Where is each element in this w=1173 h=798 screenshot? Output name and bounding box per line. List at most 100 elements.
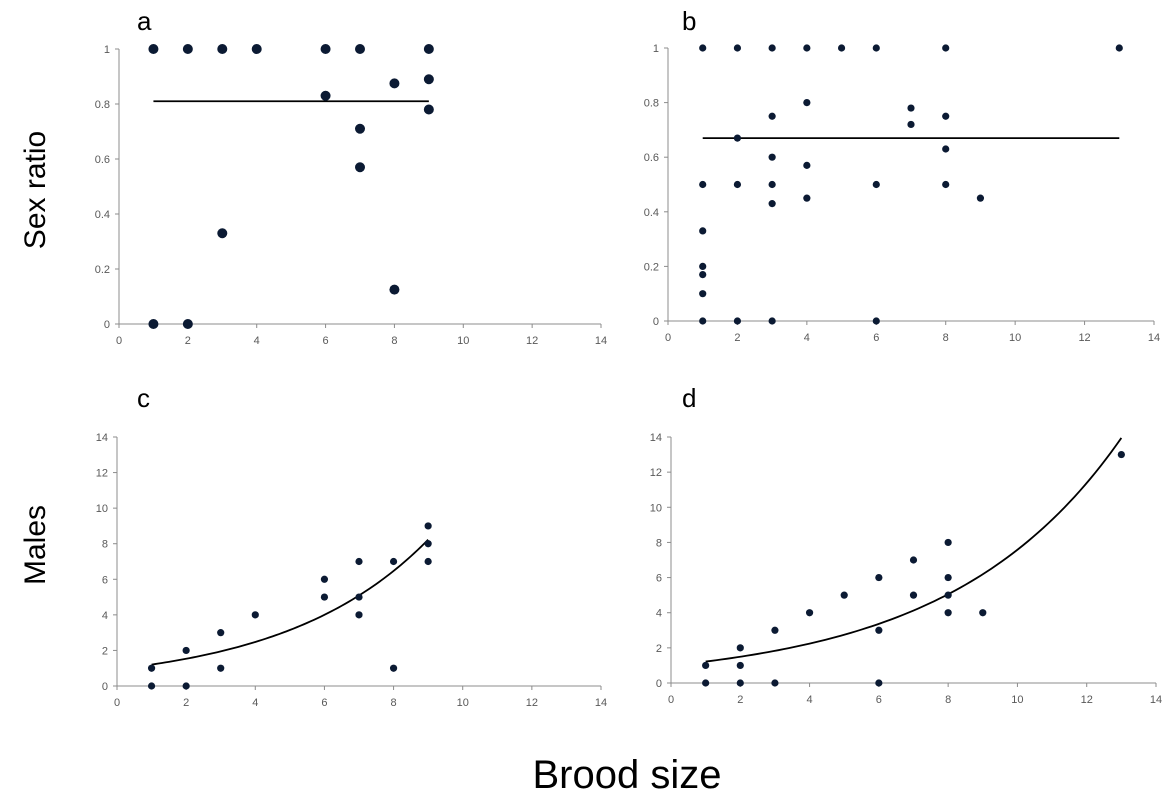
data-point-b-31 <box>768 317 776 325</box>
data-point-d-14 <box>944 538 952 547</box>
data-point-a-14 <box>389 284 400 295</box>
data-point-d-7 <box>805 609 814 617</box>
x-tick-label-a-3: 6 <box>323 335 329 347</box>
y-tick-label-b-3: 0.6 <box>644 152 659 164</box>
y-tick-label-c-4: 8 <box>102 539 108 551</box>
x-axis-label-brood-size: Brood size <box>533 753 722 797</box>
data-point-d-19 <box>1117 450 1125 459</box>
x-tick-label-d-7: 14 <box>1150 694 1162 706</box>
data-point-b-19 <box>768 180 776 189</box>
data-point-c-2 <box>182 646 190 655</box>
x-tick-label-c-7: 14 <box>595 697 607 709</box>
data-point-a-16 <box>423 104 434 115</box>
panel-b: 0 2 4 6 8 10 12 14 0 0.2 0.4 0.6 0.8 1 <box>644 43 1160 344</box>
y-tick-label-c-7: 14 <box>96 432 108 444</box>
panel-letter-a: a <box>137 6 152 36</box>
panel-d: 0 2 4 6 8 10 12 14 0 2 4 6 8 10 12 14 <box>650 432 1162 706</box>
data-point-c-13 <box>389 664 398 672</box>
y-tick-label-a-1: 0.2 <box>95 264 110 276</box>
data-point-b-30 <box>733 317 742 325</box>
data-point-d-15 <box>944 573 952 582</box>
data-point-b-20 <box>872 180 880 189</box>
data-point-c-16 <box>424 557 432 566</box>
panel-letter-c: c <box>137 383 150 413</box>
data-point-b-3 <box>803 44 811 52</box>
data-point-b-26 <box>699 262 707 270</box>
x-tick-label-a-2: 4 <box>254 335 260 347</box>
data-point-c-1 <box>147 682 156 690</box>
y-tick-label-c-1: 2 <box>102 645 108 657</box>
data-point-a-2 <box>217 44 228 54</box>
y-tick-label-c-5: 10 <box>96 503 108 515</box>
x-tick-label-d-0: 0 <box>668 694 674 706</box>
x-tick-label-d-3: 6 <box>876 694 882 706</box>
data-point-d-12 <box>909 556 918 564</box>
y-tick-label-c-0: 0 <box>102 681 108 693</box>
data-point-b-27 <box>699 270 707 279</box>
y-tick-label-d-4: 8 <box>656 537 662 549</box>
x-tick-label-b-4: 8 <box>943 332 949 344</box>
fit-curve-c <box>151 539 429 666</box>
x-tick-label-a-7: 14 <box>595 335 607 347</box>
data-point-b-25 <box>699 227 707 235</box>
data-point-a-12 <box>355 162 365 173</box>
data-point-b-21 <box>942 180 950 189</box>
data-point-a-15 <box>423 74 434 85</box>
data-point-c-12 <box>389 557 398 566</box>
data-point-a-9 <box>217 228 228 239</box>
panel-letter-d: d <box>682 383 696 413</box>
x-tick-label-b-5: 10 <box>1009 332 1021 344</box>
data-point-b-22 <box>803 194 811 202</box>
x-tick-label-c-4: 8 <box>391 697 397 709</box>
x-tick-label-b-1: 2 <box>734 332 740 344</box>
x-tick-label-a-5: 10 <box>457 335 469 347</box>
x-tick-label-d-5: 10 <box>1011 694 1023 706</box>
data-point-d-18 <box>979 609 987 617</box>
data-point-d-6 <box>771 679 779 687</box>
data-point-c-14 <box>424 522 432 530</box>
x-tick-label-d-4: 8 <box>945 694 951 706</box>
x-tick-label-b-7: 14 <box>1148 332 1160 344</box>
x-tick-label-d-2: 4 <box>807 694 813 706</box>
data-point-d-3 <box>736 661 744 670</box>
fit-curve-d <box>705 437 1123 663</box>
panel-letter-b: b <box>682 6 696 36</box>
data-point-d-17 <box>944 609 952 617</box>
data-point-b-16 <box>803 161 811 169</box>
x-tick-label-b-2: 4 <box>804 332 810 344</box>
data-point-c-3 <box>182 682 190 690</box>
data-point-c-8 <box>320 593 329 601</box>
data-point-b-24 <box>768 200 776 208</box>
x-tick-label-b-0: 0 <box>665 332 671 344</box>
data-point-d-16 <box>944 591 952 599</box>
y-tick-label-d-2: 4 <box>656 608 662 620</box>
data-point-b-2 <box>768 44 776 52</box>
data-point-d-4 <box>736 679 744 687</box>
data-point-a-7 <box>148 319 159 329</box>
y-tick-label-a-0: 0 <box>104 319 110 331</box>
y-tick-label-d-0: 0 <box>656 678 662 690</box>
data-point-b-12 <box>907 120 915 129</box>
data-point-b-10 <box>768 112 776 120</box>
data-point-b-5 <box>872 44 880 52</box>
y-tick-label-b-2: 0.4 <box>644 207 659 219</box>
y-tick-label-a-3: 0.6 <box>95 154 110 166</box>
y-axis-label-males: Males <box>19 505 52 585</box>
data-point-b-7 <box>1115 44 1123 52</box>
y-axis-label-sex-ratio: Sex ratio <box>19 131 52 249</box>
x-tick-label-c-5: 10 <box>457 697 469 709</box>
y-tick-label-d-3: 6 <box>656 573 662 585</box>
x-tick-label-b-6: 12 <box>1078 332 1090 344</box>
x-tick-label-c-2: 4 <box>252 697 258 709</box>
y-tick-label-b-5: 1 <box>653 43 659 55</box>
x-tick-label-c-6: 12 <box>526 697 538 709</box>
y-tick-label-b-0: 0 <box>653 316 659 328</box>
y-tick-label-d-7: 14 <box>650 432 662 444</box>
x-tick-label-a-1: 2 <box>185 335 191 347</box>
y-tick-label-a-2: 0.4 <box>95 209 110 221</box>
data-point-a-1 <box>182 44 193 54</box>
data-point-b-0 <box>699 44 707 52</box>
y-tick-label-b-1: 0.2 <box>644 261 659 273</box>
data-point-b-28 <box>699 290 707 298</box>
panel-a: 0 2 4 6 8 10 12 14 0 0.2 0.4 0.6 0.8 1 <box>95 44 607 347</box>
